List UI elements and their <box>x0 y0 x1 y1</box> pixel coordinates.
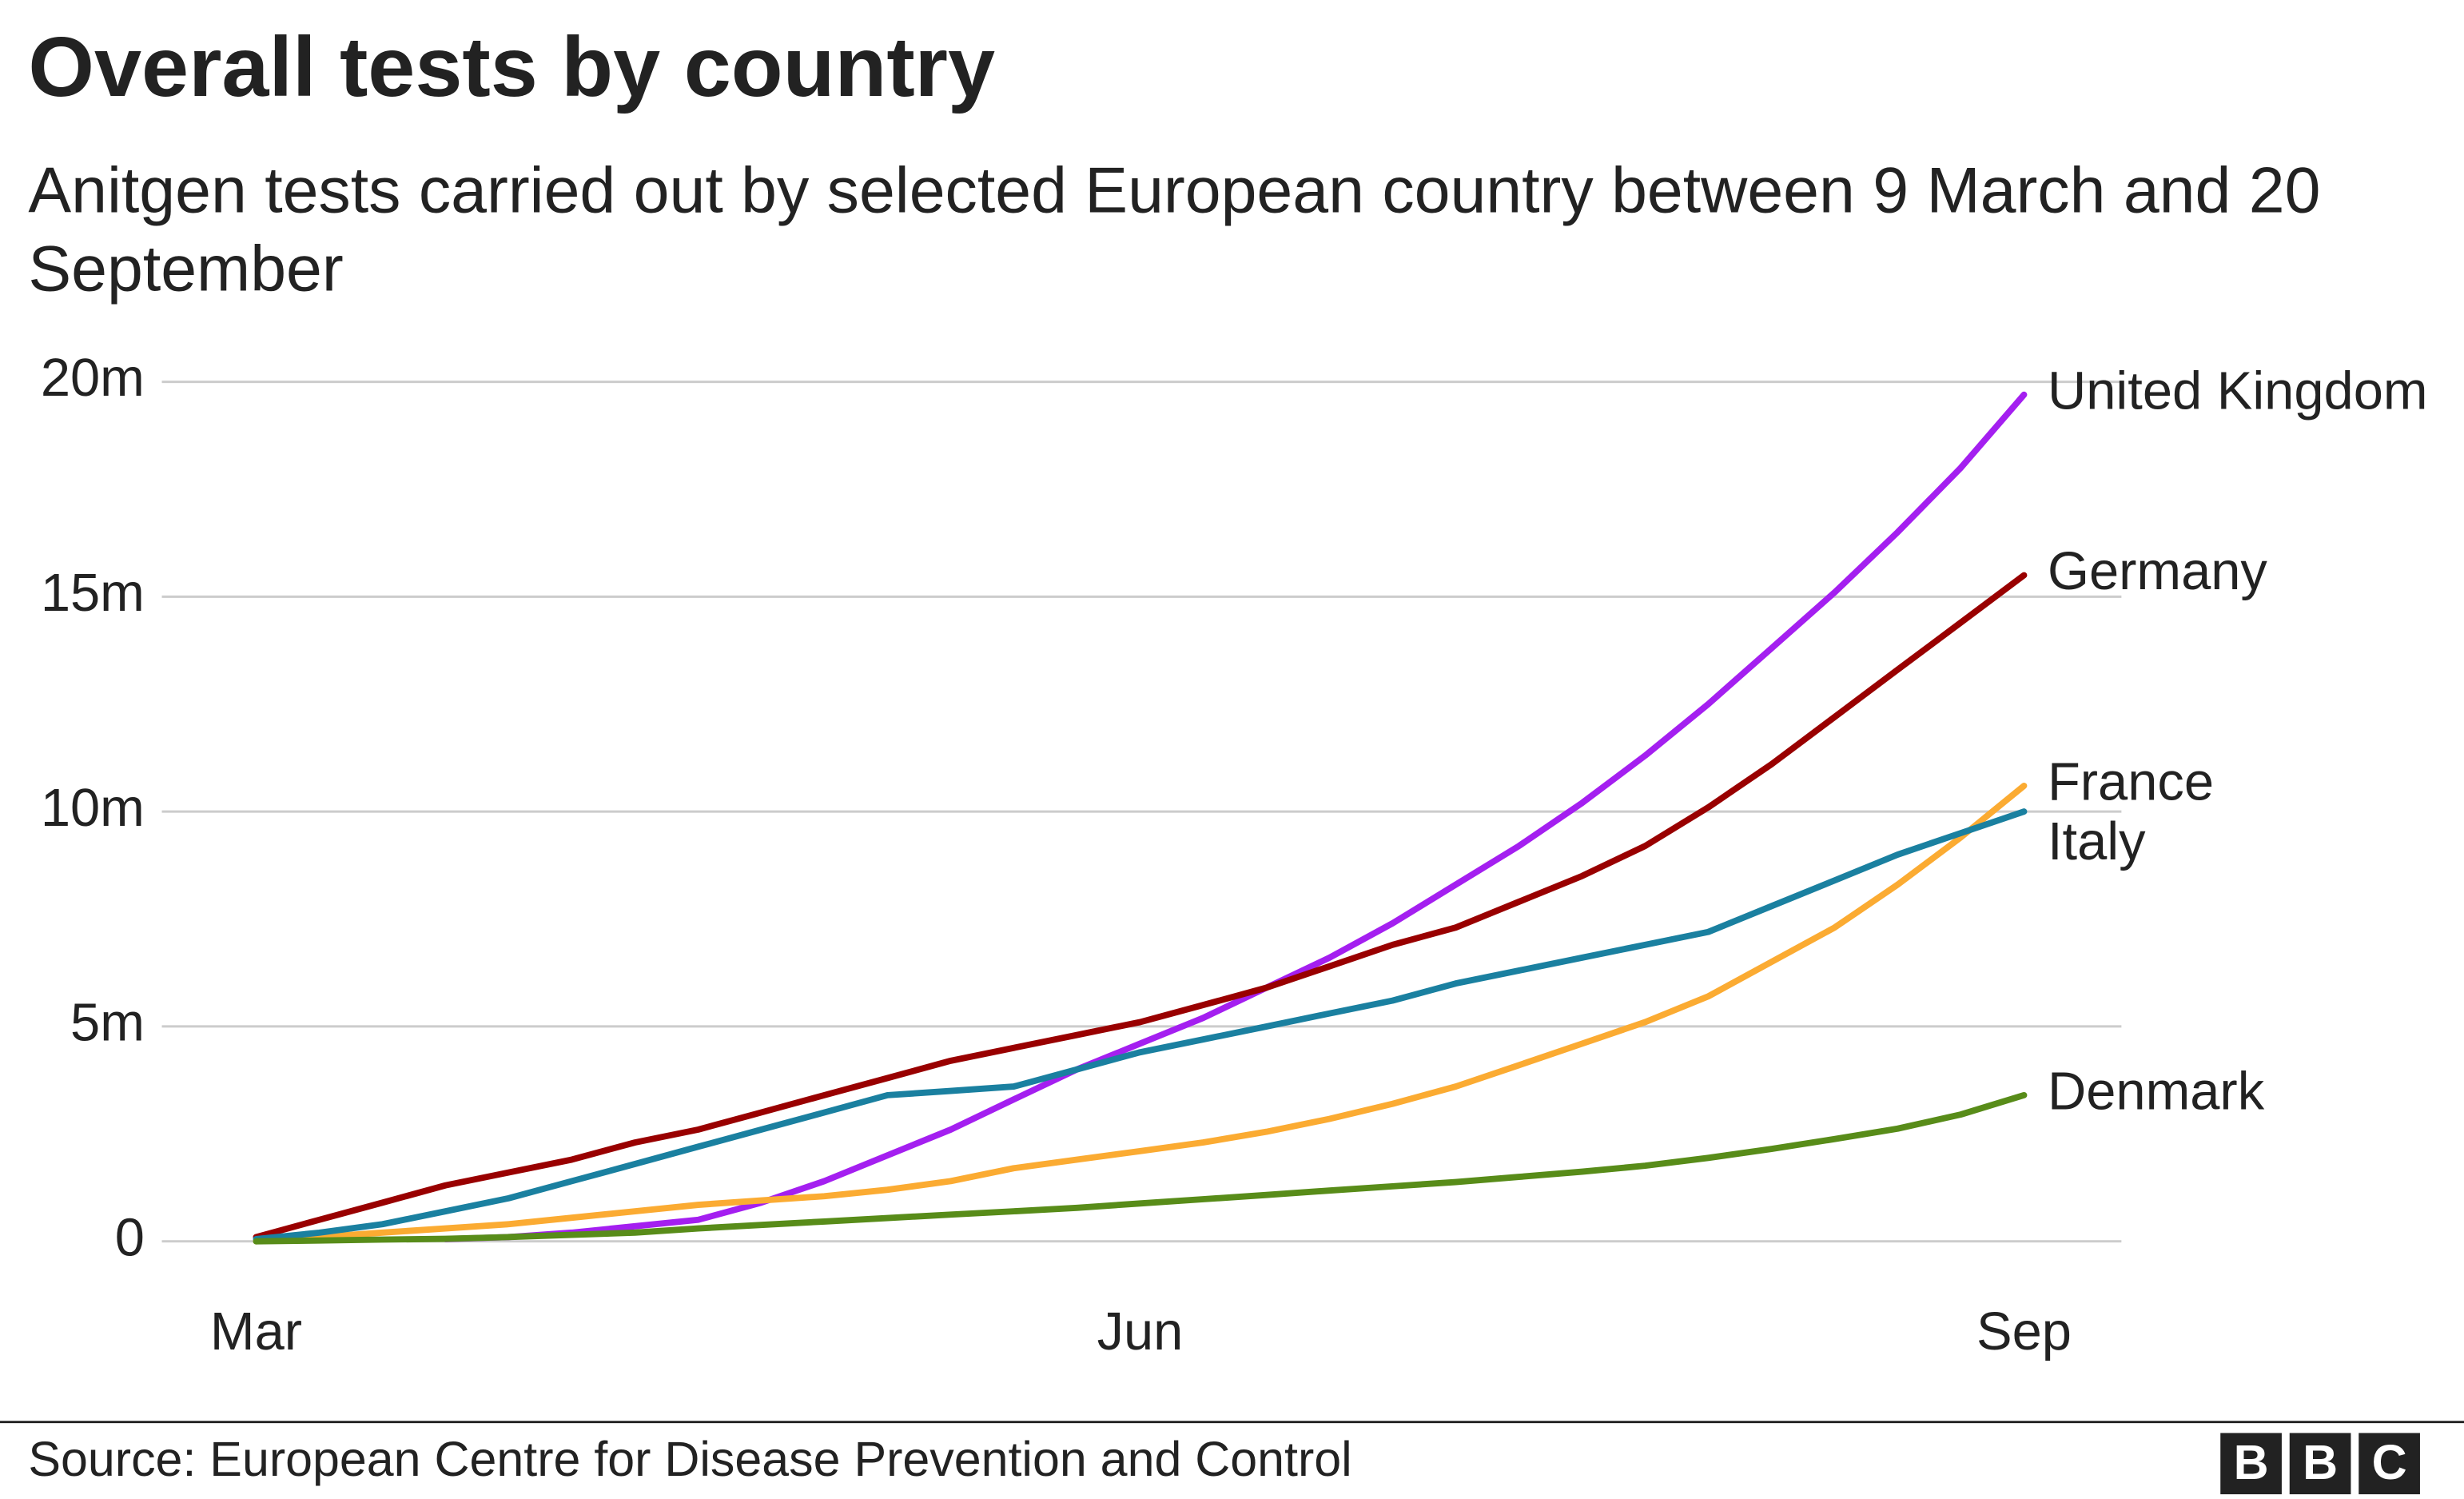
logo-letter: B <box>2303 1435 2338 1489</box>
x-tick-label: Mar <box>210 1302 302 1361</box>
logo-letter: C <box>2372 1435 2407 1489</box>
legend-label: Germany <box>2048 542 2267 601</box>
source: Source: European Centre for Disease Prev… <box>28 1432 1351 1486</box>
legend-label: France <box>2048 753 2214 812</box>
series-line <box>253 572 2028 1241</box>
logo-letter: B <box>2234 1435 2269 1489</box>
x-tick-label: Sep <box>1976 1302 2072 1361</box>
legend-label: United Kingdom <box>2048 361 2428 421</box>
logo-box <box>2220 1433 2282 1495</box>
x-tick-label: Jun <box>1097 1302 1184 1361</box>
y-tick-label: 20m <box>41 349 145 408</box>
y-tick-label: 10m <box>41 779 145 838</box>
series-line <box>253 1091 2028 1245</box>
chart-title: Overall tests by country <box>28 20 996 115</box>
y-tick-label: 5m <box>70 994 145 1053</box>
series-line <box>442 391 2028 1242</box>
legend-label: Italy <box>2048 812 2146 871</box>
logo-box <box>2359 1433 2420 1495</box>
chart-subtitle: Anitgen tests carried out by selected Eu… <box>28 153 2321 305</box>
logo-box <box>2289 1433 2351 1495</box>
y-tick-label: 0 <box>115 1208 145 1267</box>
legend-label: Denmark <box>2048 1062 2265 1122</box>
series-line <box>253 808 2028 1242</box>
y-tick-label: 15m <box>41 564 145 623</box>
series-line <box>253 782 2028 1245</box>
